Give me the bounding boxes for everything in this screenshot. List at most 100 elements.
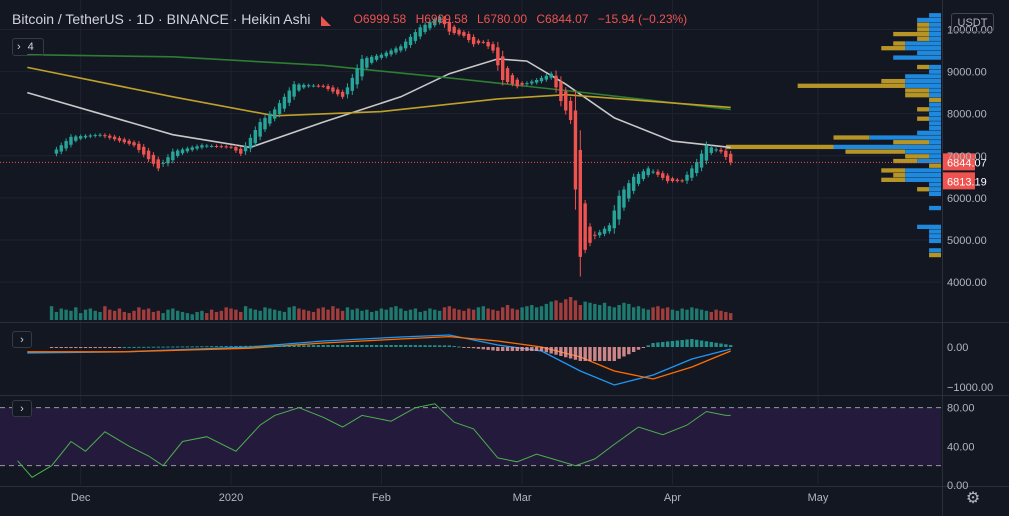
- volume-bar: [151, 311, 156, 320]
- price-flag-icon: [320, 14, 332, 26]
- macd-pane-toggle-button[interactable]: ›: [12, 331, 32, 348]
- candle-body: [534, 80, 539, 83]
- macd-histogram-bar: [117, 347, 122, 348]
- candle-body: [704, 145, 709, 161]
- volume-profile-bar: [893, 55, 941, 60]
- macd-histogram-bar: [486, 347, 490, 350]
- volume-bar: [578, 305, 583, 320]
- macd-histogram-bar: [622, 347, 626, 357]
- volume-profile-bar: [929, 31, 941, 37]
- candle-body: [263, 117, 267, 130]
- rsi-line: [17, 403, 731, 478]
- volume-profile-bar: [905, 149, 941, 154]
- currency-unit-button[interactable]: USDT: [951, 13, 994, 32]
- macd-histogram-bar: [554, 347, 558, 355]
- volume-bar: [195, 311, 199, 320]
- volume-bar: [680, 308, 684, 320]
- volume-bar: [728, 313, 733, 320]
- candle-body: [78, 136, 83, 139]
- volume-bar: [719, 310, 723, 320]
- volume-profile-bar: [929, 64, 941, 70]
- volume-bar: [243, 306, 248, 320]
- symbol-title[interactable]: Bitcoin / TetherUS · 1D · BINANCE · Heik…: [12, 11, 311, 27]
- macd-histogram-bar: [142, 346, 146, 348]
- volume-bar: [714, 309, 718, 320]
- candle-body: [248, 137, 253, 149]
- volume-profile-bar: [881, 177, 906, 182]
- volume-bar: [573, 300, 578, 320]
- candle-body: [340, 91, 345, 97]
- volume-bar: [137, 307, 141, 320]
- volume-bar: [403, 310, 408, 320]
- volume-bar: [127, 313, 131, 320]
- candle-body: [680, 180, 684, 182]
- macd-histogram-bar: [656, 342, 660, 347]
- volume-bar: [433, 309, 437, 320]
- volume-bar: [505, 305, 510, 320]
- volume-bar: [486, 308, 490, 320]
- macd-histogram-bar: [471, 347, 476, 349]
- volume-bar: [442, 307, 447, 320]
- volume-bar: [481, 306, 485, 320]
- candle-body: [617, 195, 621, 220]
- volume-profile-bar: [929, 36, 941, 41]
- volume-profile-bar: [905, 168, 941, 173]
- volume-profile-bar: [929, 22, 941, 27]
- candle-body: [403, 41, 408, 49]
- gear-icon[interactable]: ⚙: [965, 490, 981, 507]
- macd-histogram-bar: [331, 345, 335, 347]
- volume-bar: [263, 307, 267, 320]
- volume-profile-bar: [905, 78, 941, 84]
- candle-body: [457, 29, 461, 35]
- macd-histogram-bar: [374, 345, 379, 347]
- volume-bar: [214, 311, 219, 320]
- volume-bar: [394, 306, 398, 320]
- candle-body: [685, 174, 689, 181]
- candle-body: [302, 84, 306, 88]
- candle-body: [175, 150, 180, 156]
- volume-bar: [175, 310, 180, 320]
- volume-bar: [457, 309, 461, 320]
- macd-histogram-bar: [452, 345, 456, 347]
- macd-histogram-bar: [205, 346, 209, 348]
- volume-bar: [607, 306, 612, 320]
- volume-bar: [355, 308, 359, 320]
- volume-profile-bar: [905, 88, 930, 93]
- candle-body: [112, 136, 117, 140]
- volume-profile-bar: [929, 248, 941, 253]
- volume-profile-bar: [929, 69, 941, 74]
- volume-bar: [544, 303, 549, 320]
- candle-body: [205, 145, 209, 147]
- macd-histogram-bar: [287, 345, 291, 347]
- volume-profile-bar: [929, 229, 941, 234]
- candle-body: [651, 171, 655, 173]
- candle-body: [384, 52, 388, 57]
- candle-body: [549, 73, 553, 78]
- macd-histogram-bar: [568, 347, 573, 359]
- candle-body: [253, 130, 257, 144]
- volume-profile-bar: [917, 116, 930, 121]
- macd-histogram-bar: [457, 346, 461, 348]
- volume-bar: [413, 308, 418, 320]
- rsi-pane-toggle-button[interactable]: ›: [12, 400, 32, 417]
- price-axis-tick: 9000.00: [947, 67, 987, 79]
- candle-body: [370, 56, 374, 63]
- macd-histogram-bar: [462, 347, 466, 348]
- candle-body: [258, 122, 262, 137]
- volume-bar: [54, 311, 59, 320]
- macd-histogram-bar: [190, 346, 194, 348]
- macd-histogram-bar: [195, 346, 199, 348]
- candle-body: [336, 89, 340, 95]
- macd-histogram-bar: [719, 343, 723, 347]
- macd-histogram-bar: [365, 345, 369, 347]
- macd-histogram-bar: [408, 345, 413, 347]
- macd-histogram-bar: [137, 346, 141, 348]
- price-axis-tick: 10000.00: [947, 24, 993, 36]
- volume-bar: [370, 311, 374, 320]
- candle-body: [641, 171, 646, 179]
- candle-body: [520, 82, 524, 85]
- indicators-toggle-button[interactable]: › 4: [12, 38, 44, 56]
- volume-profile-bar: [917, 187, 930, 192]
- candle-body: [272, 109, 277, 119]
